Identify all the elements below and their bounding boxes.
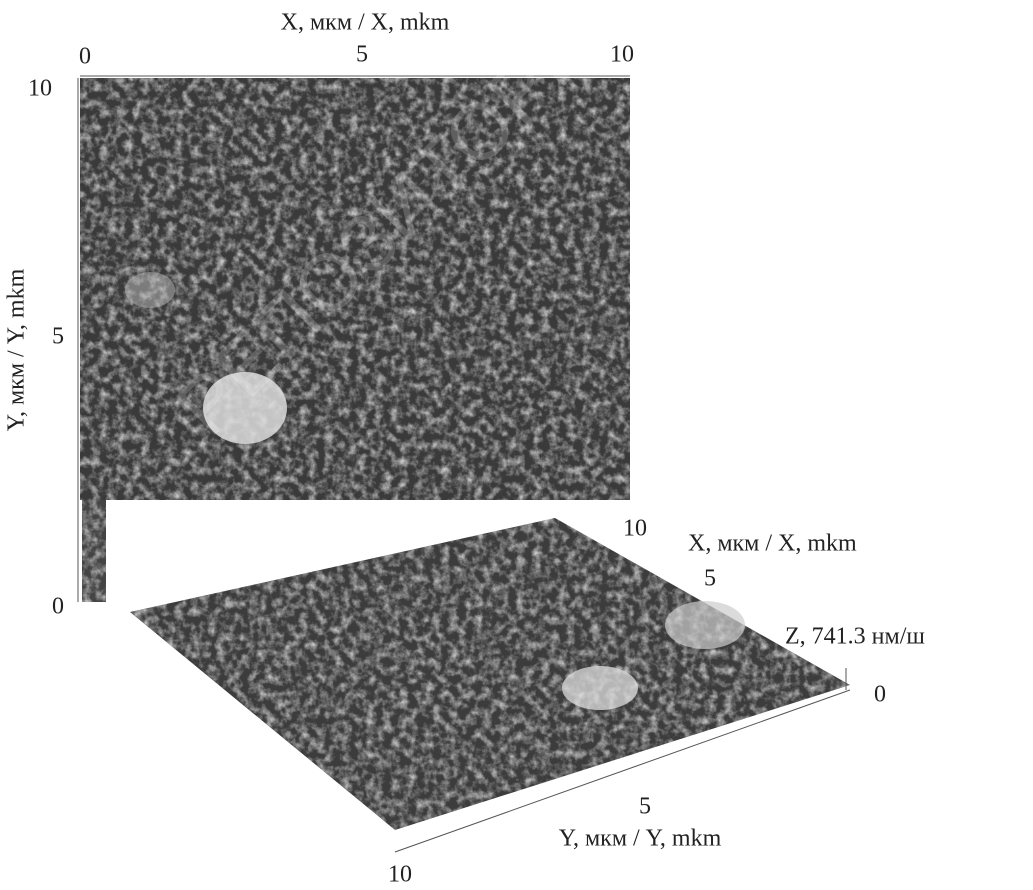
x-tick-label: 10 xyxy=(623,516,647,542)
y-axis-label: Y, мкм / Y, mkm xyxy=(4,268,30,431)
x-tick-label: 5 xyxy=(356,42,368,68)
x-axis-label: X, мкм / X, mkm xyxy=(688,531,857,557)
view-3d: 10 5 X, мкм / X, mkm Z, 741.3 нм/ш 0 5 Y… xyxy=(130,516,925,888)
y-tick-label: 5 xyxy=(52,324,64,350)
x-tick-label: 10 xyxy=(610,42,634,68)
y-tick-label: 0 xyxy=(52,594,64,620)
z-tick-label: 0 xyxy=(874,682,886,708)
y-axis-label: Y, мкм / Y, mkm xyxy=(559,826,722,852)
x-tick-label: 5 xyxy=(704,566,716,592)
map-2d: X, мкм / X, mkm 0 5 10 Y, мкм / Y, mkm 1… xyxy=(4,10,635,620)
y-tick-label: 10 xyxy=(28,76,52,102)
x-tick-label: 0 xyxy=(79,44,91,70)
y-tick-label: 5 xyxy=(639,794,651,820)
x-axis-label: X, мкм / X, mkm xyxy=(281,10,450,36)
y-tick-label: 10 xyxy=(388,862,412,888)
z-axis-label: Z, 741.3 нм/ш xyxy=(785,624,925,650)
